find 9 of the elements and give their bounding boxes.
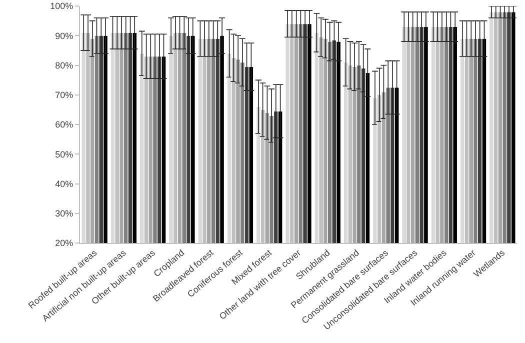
y-tick-label: 20% [55,238,74,248]
y-tick-label: 60% [55,120,74,130]
y-tick-label: 100% [50,1,74,12]
y-tick-label: 90% [55,30,74,41]
y-tick-label: 80% [55,60,74,70]
y-tick-label: 30% [55,208,74,219]
y-tick-label: 50% [55,149,74,160]
y-tick-label: 40% [55,178,74,189]
y-tick-label: 70% [55,90,74,100]
